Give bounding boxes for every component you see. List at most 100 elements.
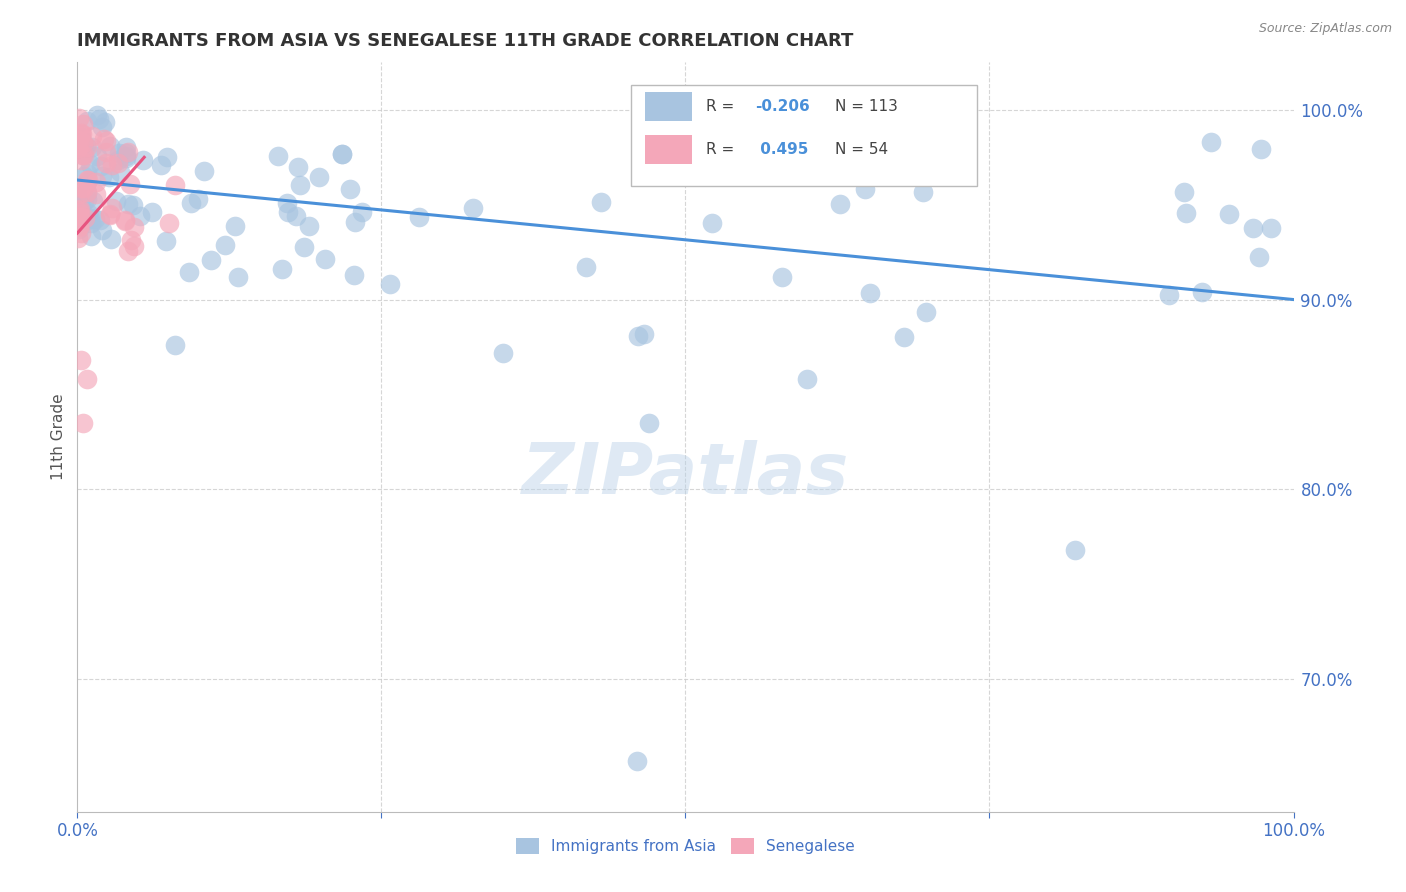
Point	[115, 145, 138, 160]
Point	[73, 169, 96, 184]
Point	[76, 193, 98, 207]
Point	[1159, 288, 1181, 302]
Point	[67, 129, 90, 144]
Point	[76, 140, 98, 154]
Point	[131, 153, 153, 167]
Text: 0.495: 0.495	[755, 142, 808, 157]
Point	[224, 219, 246, 233]
Point	[107, 153, 129, 167]
Point	[98, 208, 121, 222]
Point	[69, 202, 91, 216]
Point	[461, 201, 484, 215]
Point	[86, 175, 108, 189]
Point	[67, 145, 90, 159]
Point	[76, 173, 98, 187]
Point	[288, 178, 311, 193]
Point	[155, 235, 177, 249]
Point	[86, 108, 108, 122]
Point	[70, 188, 93, 202]
Point	[159, 216, 181, 230]
Point	[76, 185, 98, 199]
Point	[76, 372, 98, 386]
Point	[94, 114, 117, 128]
Point	[84, 212, 107, 227]
Point	[408, 210, 430, 224]
Point	[87, 112, 110, 127]
Point	[285, 209, 308, 223]
Point	[330, 147, 353, 161]
Point	[893, 330, 915, 344]
Point	[84, 186, 107, 201]
Point	[73, 181, 96, 195]
FancyBboxPatch shape	[631, 85, 977, 186]
Point	[93, 132, 115, 146]
Point	[859, 285, 882, 300]
Point	[118, 177, 141, 191]
Point	[69, 187, 91, 202]
Point	[108, 165, 131, 179]
Point	[115, 139, 138, 153]
Point	[350, 205, 373, 219]
Point	[915, 305, 938, 319]
Point	[90, 160, 112, 174]
Point	[186, 193, 208, 207]
Point	[73, 194, 96, 208]
Point	[72, 416, 94, 430]
Point	[72, 141, 94, 155]
Point	[70, 353, 93, 368]
Point	[76, 114, 98, 128]
Point	[492, 345, 515, 359]
Point	[626, 754, 648, 768]
Point	[308, 169, 330, 184]
Point	[163, 338, 186, 352]
Point	[214, 238, 236, 252]
Point	[105, 194, 128, 208]
Point	[69, 226, 91, 240]
Point	[115, 149, 138, 163]
Point	[770, 269, 793, 284]
Point	[1174, 206, 1197, 220]
Point	[67, 112, 90, 126]
Point	[332, 146, 354, 161]
Point	[82, 194, 104, 208]
Point	[380, 277, 402, 291]
Point	[343, 268, 366, 282]
Point	[70, 130, 93, 145]
Point	[120, 233, 142, 247]
Point	[69, 209, 91, 223]
Point	[122, 198, 145, 212]
Point	[276, 196, 298, 211]
Point	[70, 153, 93, 167]
Text: R =: R =	[706, 142, 744, 157]
Point	[91, 169, 114, 184]
Point	[82, 128, 104, 143]
Point	[67, 202, 90, 217]
Point	[270, 262, 292, 277]
Point	[77, 173, 100, 187]
Point	[79, 156, 101, 170]
Legend: Immigrants from Asia, Senegalese: Immigrants from Asia, Senegalese	[509, 832, 862, 860]
Point	[76, 186, 98, 200]
Point	[226, 269, 249, 284]
Point	[67, 133, 90, 147]
Point	[90, 120, 112, 134]
Point	[911, 185, 934, 199]
Point	[292, 240, 315, 254]
Point	[75, 138, 97, 153]
Point	[830, 197, 852, 211]
Text: N = 113: N = 113	[835, 99, 898, 114]
Point	[267, 148, 290, 162]
Point	[101, 158, 124, 172]
Point	[1241, 220, 1264, 235]
Point	[1063, 543, 1085, 558]
Point	[73, 148, 96, 162]
Point	[163, 178, 186, 192]
Point	[75, 211, 97, 225]
Point	[67, 138, 90, 153]
Point	[177, 265, 200, 279]
Point	[67, 219, 90, 234]
Text: -0.206: -0.206	[755, 99, 810, 114]
Point	[287, 160, 309, 174]
Point	[1247, 250, 1270, 264]
Point	[70, 180, 93, 194]
